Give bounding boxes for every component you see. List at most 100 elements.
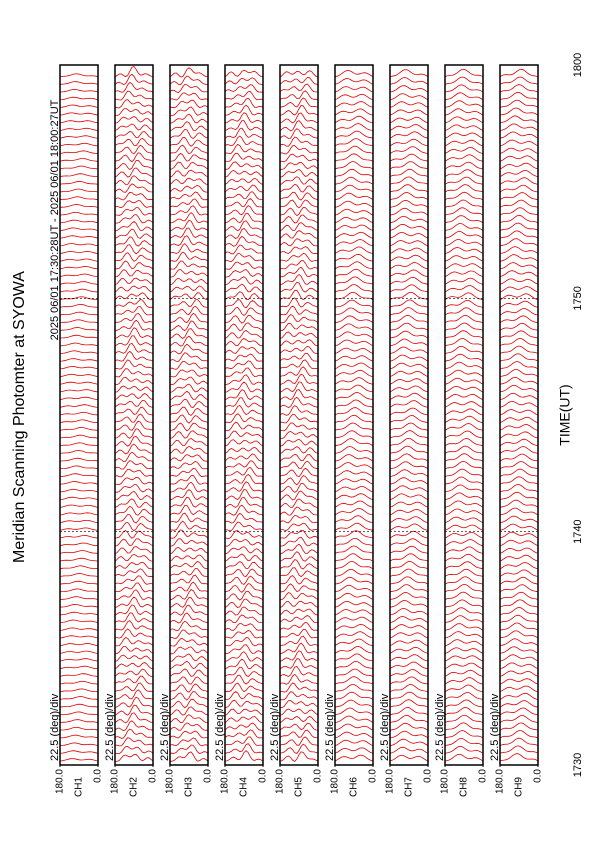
scan-trace	[114, 175, 154, 185]
scan-trace	[389, 223, 429, 231]
y-tick-label: 180.0	[330, 769, 341, 794]
scan-trace	[279, 112, 319, 124]
scan-trace	[59, 104, 99, 108]
scan-trace	[499, 646, 539, 654]
scan-trace	[169, 128, 209, 139]
scan-trace	[334, 623, 374, 631]
scan-trace	[389, 322, 429, 331]
scan-trace	[499, 286, 539, 293]
scan-trace	[224, 512, 264, 524]
scan-trace	[114, 406, 154, 416]
scan-trace	[389, 646, 429, 654]
scan-trace	[224, 467, 264, 477]
scan-trace	[279, 483, 319, 493]
scan-trace	[279, 230, 319, 239]
scan-trace	[59, 96, 99, 101]
scan-trace	[444, 576, 484, 585]
scan-trace	[389, 392, 429, 400]
scan-trace	[334, 291, 374, 301]
scan-trace	[444, 270, 484, 277]
scan-trace	[334, 268, 374, 277]
scan-trace	[389, 338, 429, 347]
scale-label: 22.5 (deg)/div	[434, 693, 446, 761]
scan-trace	[114, 720, 154, 732]
scan-trace	[389, 469, 429, 477]
scan-trace	[169, 683, 209, 693]
scan-trace	[444, 215, 484, 224]
scan-trace	[224, 143, 264, 155]
scale-label: 22.5 (deg)/div	[49, 693, 61, 761]
scan-trace	[499, 539, 539, 547]
scan-trace	[114, 451, 154, 462]
scan-trace	[224, 261, 264, 270]
scan-trace	[499, 562, 539, 570]
scan-trace	[169, 376, 209, 386]
chart-subtitle: 2025 06/01 17:30:28UT - 2025 06/01 18:00…	[49, 99, 61, 340]
scan-trace	[279, 76, 319, 85]
scan-trace	[224, 583, 264, 593]
scan-trace	[444, 631, 484, 639]
scan-trace	[224, 97, 264, 108]
scan-trace	[59, 342, 99, 347]
scan-trace	[114, 399, 154, 408]
scan-trace	[225, 637, 264, 647]
scan-trace	[279, 214, 319, 224]
scan-trace	[444, 84, 484, 93]
scan-trace	[334, 515, 374, 523]
x-axis-label: TIME(UT)	[557, 384, 573, 445]
scan-trace	[59, 419, 99, 424]
scan-trace	[334, 299, 374, 308]
scan-trace	[169, 177, 209, 185]
scan-trace	[444, 191, 484, 201]
scan-trace	[224, 538, 264, 547]
scan-trace	[59, 727, 99, 731]
scan-trace	[389, 592, 429, 600]
scan-trace	[169, 504, 209, 516]
scan-trace	[389, 407, 429, 416]
scan-trace	[389, 176, 429, 185]
scan-trace	[169, 212, 209, 224]
scan-trace	[59, 434, 99, 439]
scan-trace	[59, 381, 99, 385]
scan-trace	[499, 123, 539, 131]
scan-trace	[224, 405, 264, 416]
scan-trace	[59, 303, 99, 308]
scan-trace	[59, 266, 99, 270]
y-tick-label: 0.0	[368, 769, 379, 783]
scan-trace	[389, 116, 429, 124]
scan-trace	[389, 207, 429, 216]
scan-trace	[444, 330, 484, 339]
scan-trace	[169, 184, 209, 193]
scan-trace	[169, 383, 209, 393]
scan-trace	[279, 281, 319, 293]
scan-trace	[59, 504, 99, 508]
scan-trace	[169, 335, 209, 347]
scan-trace	[59, 135, 99, 139]
scan-trace	[389, 124, 429, 131]
scan-trace	[389, 262, 429, 270]
scan-trace	[224, 330, 264, 339]
scan-trace	[389, 661, 429, 670]
scan-trace	[279, 120, 319, 132]
scan-trace	[444, 438, 484, 447]
scan-trace	[334, 609, 374, 616]
scan-trace	[114, 443, 154, 455]
scan-trace	[279, 522, 319, 532]
scan-trace	[279, 467, 319, 478]
scan-trace	[279, 373, 319, 385]
scan-trace	[224, 553, 264, 562]
scan-trace	[169, 751, 209, 762]
scan-trace	[279, 238, 319, 247]
scan-trace	[389, 138, 429, 147]
scan-trace	[224, 84, 264, 93]
scan-trace	[334, 101, 374, 108]
scan-trace	[114, 236, 154, 247]
scan-trace	[59, 127, 99, 131]
scan-trace	[279, 70, 319, 78]
scan-trace	[444, 591, 484, 600]
scan-trace	[59, 281, 99, 285]
scan-trace	[224, 622, 264, 631]
scan-trace	[59, 520, 99, 523]
scan-trace	[114, 696, 154, 708]
scan-trace	[389, 560, 429, 570]
